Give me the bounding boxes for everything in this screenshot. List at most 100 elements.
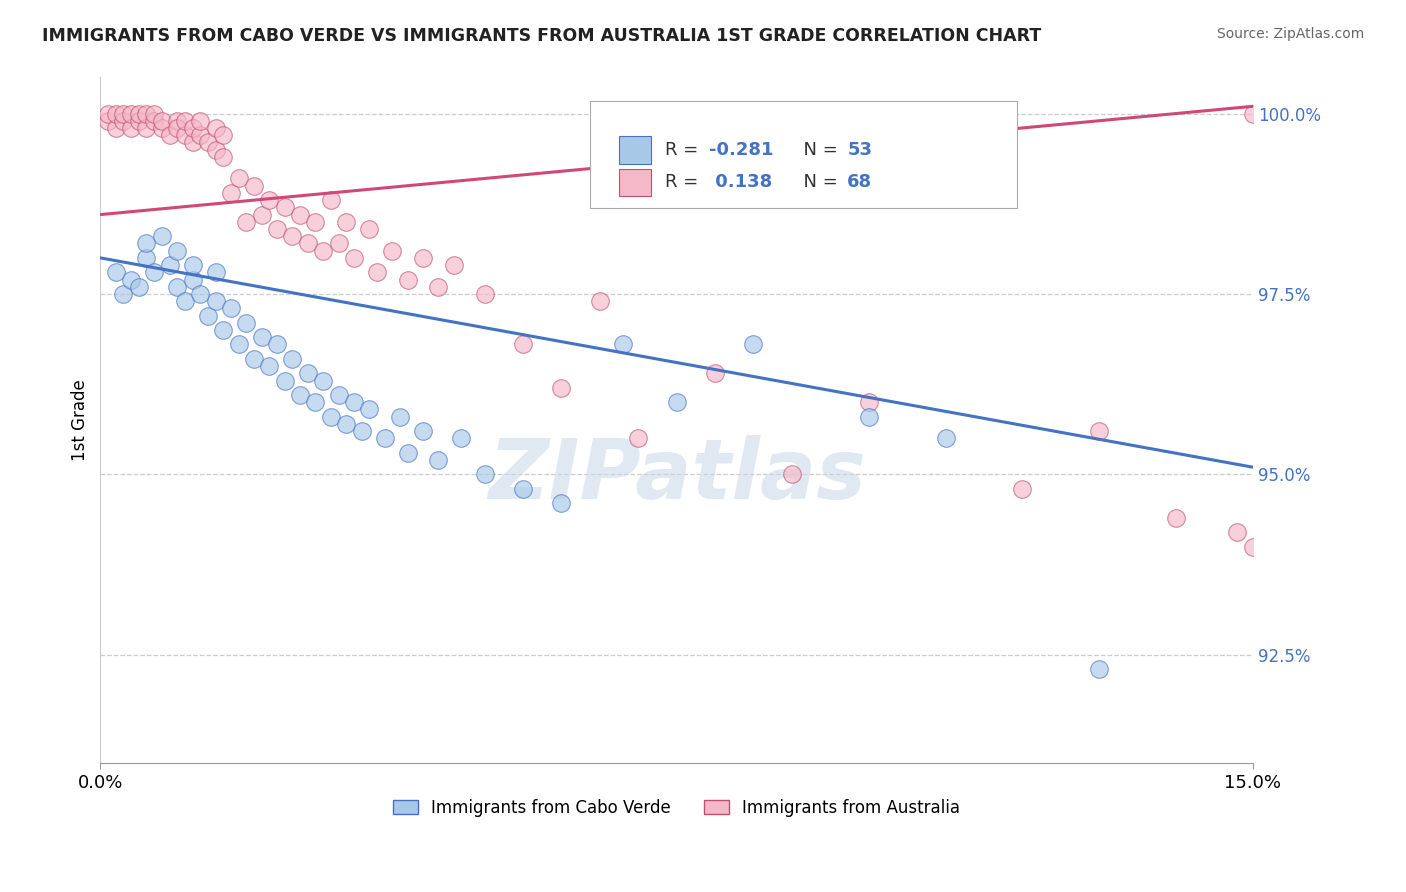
Point [173,294,195,309]
Point [297,367,319,381]
Point [250,330,273,344]
Point [166,113,188,128]
Point [143,113,166,128]
Point [396,446,419,460]
Point [197,309,219,323]
Point [150,113,173,128]
Point [173,113,195,128]
Point [235,215,257,229]
Point [135,106,157,120]
Point [297,236,319,251]
Point [858,409,880,424]
Point [627,431,650,445]
Point [319,409,342,424]
Point [359,222,381,236]
Point [204,294,226,309]
Point [281,229,304,244]
Point [143,265,166,279]
Point [381,244,404,258]
Point [120,106,142,120]
Point [343,395,366,409]
Point [173,128,195,143]
Point [589,294,612,309]
Point [181,136,204,150]
Text: 68: 68 [848,173,872,192]
Point [1164,510,1187,524]
Point [319,193,342,207]
Point [612,337,634,351]
Point [443,258,465,272]
Point [181,120,204,135]
Point [1226,525,1249,540]
Point [304,215,326,229]
Point [212,128,235,143]
Point [335,417,357,431]
Point [188,113,211,128]
Point [104,265,127,279]
Point [112,106,135,120]
Point [512,482,534,496]
Point [288,208,311,222]
Point [550,496,572,510]
Point [104,120,127,135]
Point [312,374,335,388]
Point [120,120,142,135]
Point [274,374,297,388]
Point [159,258,181,272]
Legend: Immigrants from Cabo Verde, Immigrants from Australia: Immigrants from Cabo Verde, Immigrants f… [387,792,967,823]
Point [412,251,434,265]
Text: R =: R = [665,141,704,159]
Point [259,193,281,207]
Point [219,186,242,200]
Point [204,143,226,157]
Point [128,106,150,120]
Point [128,113,150,128]
Point [858,395,880,409]
Point [665,395,688,409]
Point [374,431,396,445]
Bar [619,169,651,196]
Point [366,265,388,279]
Point [281,351,304,366]
Point [219,301,242,316]
Text: -0.281: -0.281 [709,141,773,159]
Point [934,431,956,445]
Point [474,287,496,301]
Point [780,467,803,482]
Point [328,388,350,402]
Bar [619,136,651,163]
Text: 0.138: 0.138 [709,173,772,192]
Point [266,337,288,351]
Point [742,337,765,351]
Point [450,431,472,445]
Point [343,251,366,265]
Point [166,120,188,135]
Point [212,150,235,164]
Point [335,215,357,229]
Point [359,402,381,417]
Point [1241,540,1264,554]
Point [150,120,173,135]
Point [1088,662,1111,676]
Point [135,120,157,135]
Point [266,222,288,236]
Point [259,359,281,373]
Text: N =: N = [792,173,844,192]
Point [243,351,266,366]
Point [704,367,727,381]
Point [166,244,188,258]
Point [112,113,135,128]
Point [188,128,211,143]
Text: 53: 53 [848,141,872,159]
Point [1241,106,1264,120]
Point [474,467,496,482]
Text: R =: R = [665,173,704,192]
Point [304,395,326,409]
Point [97,113,120,128]
Point [150,229,173,244]
Text: ZIPatlas: ZIPatlas [488,434,866,516]
Point [550,381,572,395]
Point [181,258,204,272]
Point [188,287,211,301]
Point [274,200,297,214]
